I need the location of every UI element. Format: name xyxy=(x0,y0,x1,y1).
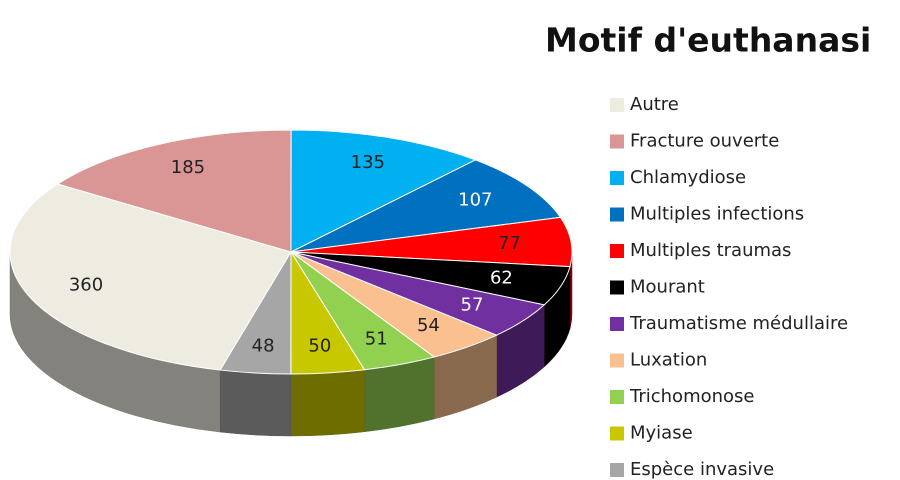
data-label: 62 xyxy=(490,268,513,289)
pie-slice xyxy=(290,216,573,268)
data-label: 77 xyxy=(498,233,521,254)
legend-swatch xyxy=(610,463,624,477)
data-label: 54 xyxy=(417,315,440,336)
legend-label: Myiase xyxy=(630,423,693,444)
legend-label: Autre xyxy=(630,94,679,115)
pie-side xyxy=(290,369,365,437)
data-label: 51 xyxy=(365,329,388,350)
pie-tops xyxy=(9,129,573,375)
data-label: 135 xyxy=(351,152,385,173)
legend-swatch xyxy=(610,244,624,258)
legend-swatch xyxy=(610,426,624,441)
legend-label: Traumatisme médullaire xyxy=(629,313,848,334)
legend-swatch xyxy=(610,134,624,149)
data-labels: 360 185 135 107 77 62 57 54 51 50 48 xyxy=(69,152,521,357)
legend-label: Chlamydiose xyxy=(630,167,746,188)
pie-slice xyxy=(219,250,292,375)
legend-label: Multiples infections xyxy=(630,204,804,225)
data-label: 57 xyxy=(461,295,484,316)
legend-swatch xyxy=(610,353,624,368)
data-label: 185 xyxy=(171,157,205,178)
pie-slice xyxy=(290,129,477,253)
data-label: 48 xyxy=(252,335,275,356)
chart-title: Motif d'euthanasi xyxy=(545,21,871,60)
legend: Autre Fracture ouverte Chlamydiose Multiple… xyxy=(610,94,848,480)
pie-sides xyxy=(9,251,573,437)
legend-swatch xyxy=(610,98,624,112)
legend-label: Multiples traumas xyxy=(630,240,791,261)
data-label: 107 xyxy=(458,190,492,211)
legend-label: Fracture ouverte xyxy=(630,131,779,152)
legend-label: Luxation xyxy=(630,350,707,371)
legend-swatch xyxy=(610,390,624,404)
legend-label: Espèce invasive xyxy=(630,459,774,480)
data-label: 50 xyxy=(308,335,331,356)
legend-swatch xyxy=(610,207,624,222)
pie-slice xyxy=(9,183,292,371)
data-label: 360 xyxy=(69,275,103,296)
legend-swatch xyxy=(610,280,624,295)
pie-side xyxy=(219,369,292,437)
legend-swatch xyxy=(610,171,624,185)
legend-label: Mourant xyxy=(630,277,705,298)
pie-slice xyxy=(290,159,562,253)
legend-swatch xyxy=(610,317,624,331)
legend-label: Trichomonose xyxy=(629,386,755,407)
pie-slice xyxy=(56,129,292,253)
